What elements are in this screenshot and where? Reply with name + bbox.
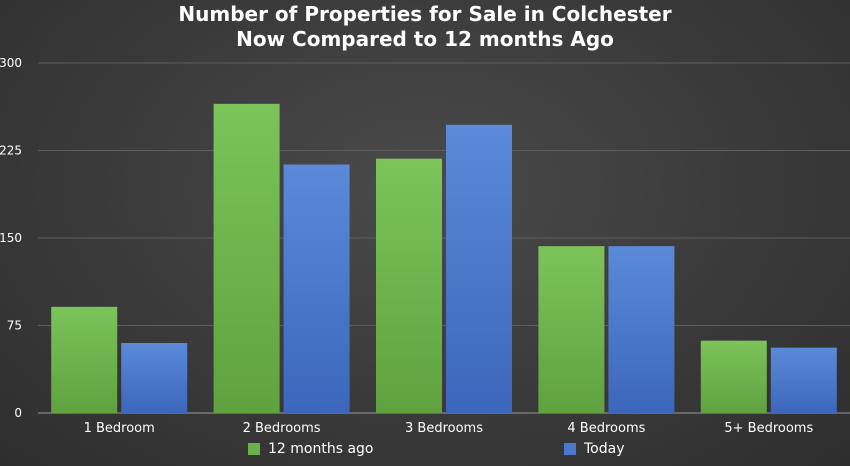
chart-title: Number of Properties for Sale in Colches… xyxy=(178,2,672,26)
legend-label-12-months-ago: 12 months ago xyxy=(268,441,374,457)
legend-item-12-months-ago: 12 months ago xyxy=(248,441,373,457)
x-tick-label: 2 Bedrooms xyxy=(243,421,321,436)
bar-12-months-ago xyxy=(376,158,442,413)
x-tick-label: 5+ Bedrooms xyxy=(724,421,813,436)
legend-item-today: Today xyxy=(564,441,625,457)
legend: 12 months ago Today xyxy=(0,441,850,463)
y-tick-label: 150 xyxy=(0,231,22,245)
legend-swatch-today xyxy=(564,443,576,455)
y-tick-label: 225 xyxy=(0,144,22,158)
x-tick-label: 3 Bedrooms xyxy=(405,421,483,436)
bars xyxy=(51,103,837,413)
bar-today xyxy=(770,347,837,413)
legend-label-today: Today xyxy=(584,441,625,457)
y-tick-label: 0 xyxy=(14,406,22,420)
bar-12-months-ago xyxy=(213,103,280,413)
x-tick-label: 4 Bedrooms xyxy=(567,421,645,436)
bar-today xyxy=(283,164,350,413)
y-tick-label: 300 xyxy=(0,56,22,70)
bar-today xyxy=(121,343,188,413)
y-axis-ticks: 0 75 150 225 300 xyxy=(0,56,22,420)
bar-12-months-ago xyxy=(700,340,767,413)
bar-12-months-ago xyxy=(51,306,118,413)
bar-12-months-ago xyxy=(538,246,605,413)
y-tick-label: 75 xyxy=(7,319,22,333)
legend-swatch-12-months-ago xyxy=(248,443,260,455)
chart-title-block: Number of Properties for Sale in Colches… xyxy=(0,2,850,52)
bar-today xyxy=(608,246,675,413)
chart-subtitle: Now Compared to 12 months Ago xyxy=(236,27,614,51)
x-tick-label: 1 Bedroom xyxy=(84,421,155,436)
x-axis-ticks: 1 Bedroom 2 Bedrooms 3 Bedrooms 4 Bedrooms 5… xyxy=(84,421,814,436)
bar-chart: 0 75 150 225 300 1 Bedroom 2 Bedrooms 3 Bedroo… xyxy=(0,56,850,436)
bar-today xyxy=(446,124,512,413)
